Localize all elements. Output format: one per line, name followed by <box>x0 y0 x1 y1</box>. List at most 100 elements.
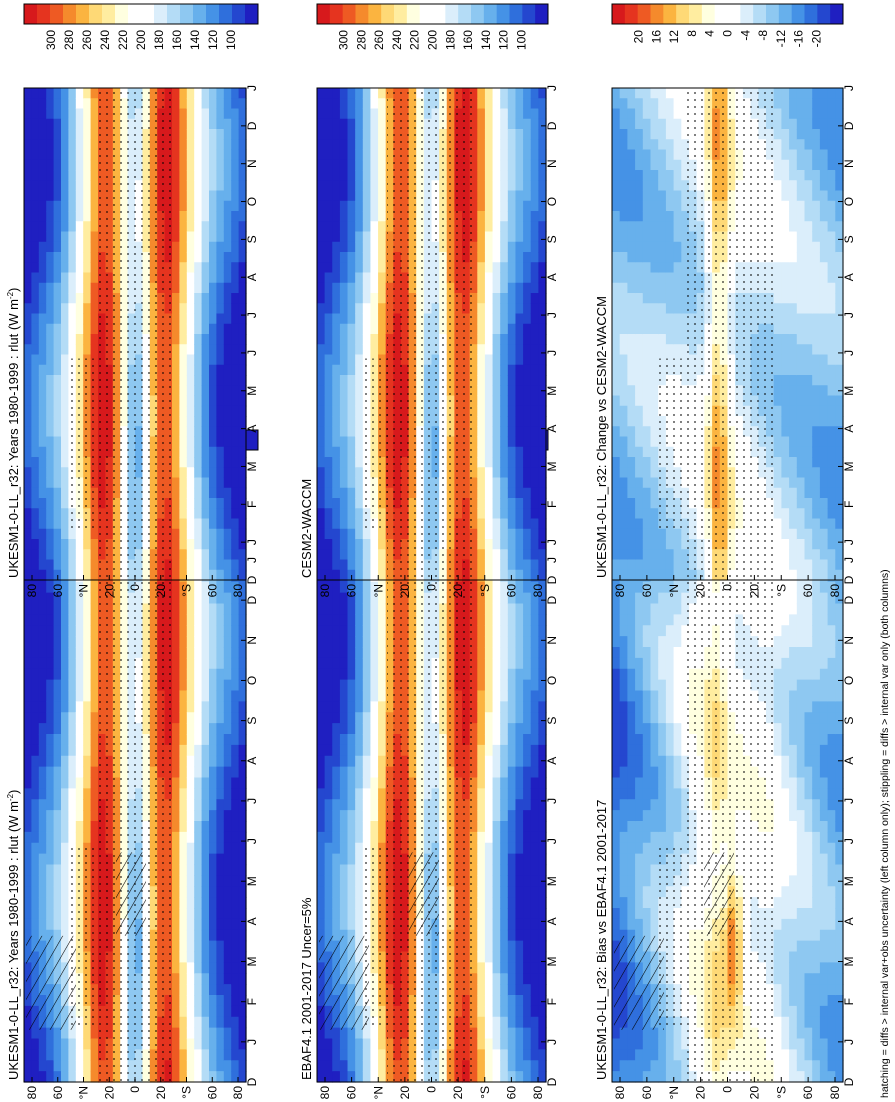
heatmap-cell <box>46 549 55 561</box>
heatmap-cell <box>523 799 532 811</box>
heatmap-cell <box>209 581 217 594</box>
heatmap-cell <box>507 723 517 735</box>
heatmap-cell <box>317 313 326 325</box>
heatmap-cell <box>223 293 232 304</box>
heatmap-cell <box>523 853 532 866</box>
heatmap-cell <box>317 118 326 130</box>
heatmap-cell <box>324 1049 333 1061</box>
heatmap-cell <box>378 636 387 648</box>
heatmap-cell <box>355 918 364 931</box>
heatmap-cell <box>179 528 188 540</box>
heatmap-cell <box>484 712 494 724</box>
heatmap-cell <box>209 539 217 550</box>
heatmap-cell <box>324 303 333 315</box>
heatmap-cell <box>61 875 69 887</box>
heatmap-cell <box>231 211 240 222</box>
heatmap-cell <box>186 252 195 263</box>
heatmap-cell <box>209 477 217 489</box>
heatmap-cell <box>378 723 387 735</box>
heatmap-cell <box>317 487 326 499</box>
heatmap-cell <box>83 559 92 571</box>
heatmap-cell <box>378 701 387 713</box>
heatmap-cell <box>515 973 524 985</box>
heatmap-cell <box>523 755 532 768</box>
heatmap-cell <box>538 799 547 811</box>
heatmap-cell <box>362 788 372 800</box>
heatmap-cell <box>370 679 379 692</box>
colorbar-swatch <box>76 4 90 24</box>
heatmap-cell <box>179 241 188 253</box>
heatmap-cell <box>500 679 509 692</box>
heatmap-cell <box>231 508 240 520</box>
heatmap-cell <box>209 303 217 315</box>
heatmap-cell <box>194 701 203 713</box>
heatmap-cell <box>530 701 539 713</box>
heatmap-cell <box>317 170 326 181</box>
heatmap-cell <box>186 569 195 581</box>
heatmap-cell <box>201 323 210 335</box>
heatmap-cell <box>38 559 47 571</box>
heatmap-cell <box>194 241 203 253</box>
heatmap-cell <box>378 149 387 161</box>
heatmap-cell <box>83 603 92 615</box>
heatmap-cell <box>31 108 40 120</box>
x-tick-label: O <box>245 197 259 206</box>
heatmap-cell <box>201 1049 210 1061</box>
heatmap-cell <box>370 614 379 626</box>
heatmap-cell <box>515 908 524 920</box>
heatmap-cell <box>507 1005 517 1018</box>
heatmap-cell <box>378 200 387 212</box>
colorbar-swatch <box>206 4 220 24</box>
heatmap-cell <box>68 252 77 263</box>
heatmap-cell <box>530 657 539 670</box>
heatmap-cell <box>324 149 333 161</box>
heatmap-cell <box>515 929 524 942</box>
heatmap-cell <box>46 436 55 448</box>
heatmap-cell <box>515 842 524 855</box>
heatmap-cell <box>24 712 32 724</box>
heatmap-cell <box>500 603 509 615</box>
heatmap-cell <box>530 1016 539 1029</box>
heatmap-cell <box>231 886 240 898</box>
heatmap-cell <box>53 886 62 898</box>
hatching <box>319 935 369 1030</box>
heatmap-cell <box>194 498 203 509</box>
heatmap-cell <box>362 799 372 811</box>
heatmap-cell <box>194 149 203 161</box>
heatmap-cell <box>61 436 69 448</box>
heatmap-cell <box>238 487 247 499</box>
heatmap-cell <box>339 1071 349 1083</box>
heatmap-cell <box>515 788 524 800</box>
heatmap-cell <box>339 303 349 315</box>
heatmap-cell <box>347 636 356 648</box>
heatmap-cell <box>317 559 326 571</box>
heatmap-cell <box>355 508 364 520</box>
heatmap-cell <box>324 528 333 540</box>
heatmap-cell <box>378 603 387 615</box>
heatmap-cell <box>324 918 333 931</box>
heatmap-cell <box>31 241 40 253</box>
heatmap-cell <box>339 498 349 509</box>
heatmap-cell <box>31 1038 40 1050</box>
heatmap-cell <box>317 364 326 376</box>
heatmap-cell <box>186 929 195 942</box>
heatmap-cell <box>209 313 217 325</box>
heatmap-cell <box>31 364 40 376</box>
heatmap-cell <box>347 559 356 571</box>
heatmap-cell <box>68 139 77 151</box>
heatmap-cell <box>53 929 62 942</box>
heatmap-cell <box>38 293 47 304</box>
heatmap-cell <box>324 139 333 151</box>
heatmap-cell <box>484 984 494 996</box>
heatmap-cell <box>186 211 195 222</box>
heatmap-cell <box>46 569 55 581</box>
heatmap-cell <box>53 313 62 325</box>
heatmap-cell <box>317 139 326 151</box>
heatmap-cell <box>523 744 532 757</box>
heatmap-cell <box>347 282 356 294</box>
heatmap-cell <box>46 211 55 222</box>
heatmap-cell <box>523 712 532 724</box>
heatmap-cell <box>68 679 77 692</box>
heatmap-cell <box>484 940 494 953</box>
heatmap-cell <box>83 679 92 692</box>
